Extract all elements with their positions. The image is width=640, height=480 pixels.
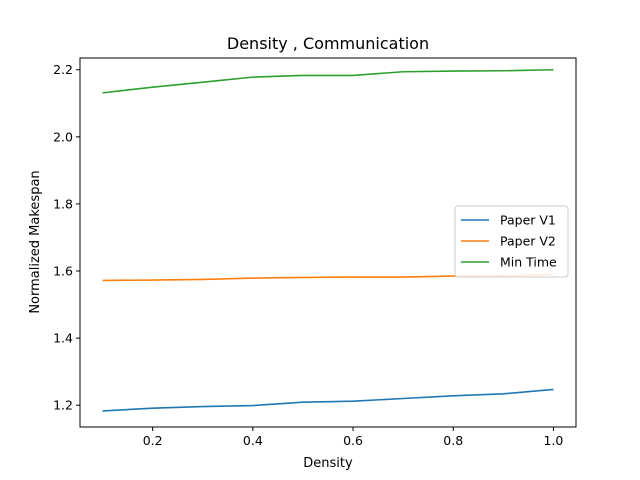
axes-frame [79, 57, 577, 428]
x-tick-label: 0.2 [143, 433, 163, 448]
x-axis-label: Density [303, 456, 353, 471]
legend-label-min-time: Min Time [500, 255, 557, 270]
x-axis: 0.2 0.4 0.6 0.8 1.0 [143, 427, 564, 448]
y-tick-label: 1.6 [53, 264, 73, 279]
series-line-min-time [102, 68, 554, 94]
y-tick-label: 1.4 [53, 331, 73, 346]
x-tick-label: 1.0 [544, 433, 564, 448]
y-tick-label: 2.2 [53, 62, 73, 77]
x-tick-label: 0.8 [443, 433, 463, 448]
chart-title: Density , Communication [227, 34, 429, 53]
legend: Paper V1 Paper V2 Min Time [454, 205, 569, 278]
y-tick-label: 2.0 [53, 129, 73, 144]
legend-label-paper-v1: Paper V1 [500, 213, 556, 228]
y-axis: 1.2 1.4 1.6 1.8 2.0 2.2 [53, 62, 80, 413]
x-tick-label: 0.4 [243, 433, 263, 448]
series-line-paper-v1 [102, 388, 554, 412]
y-axis-label: Normalized Makespan [28, 170, 43, 313]
x-tick-label: 0.6 [343, 433, 363, 448]
legend-label-paper-v2: Paper V2 [500, 234, 556, 249]
plot-area [79, 57, 577, 428]
legend-box [454, 205, 569, 278]
y-tick-label: 1.8 [53, 196, 73, 211]
y-tick-label: 1.2 [53, 398, 73, 413]
